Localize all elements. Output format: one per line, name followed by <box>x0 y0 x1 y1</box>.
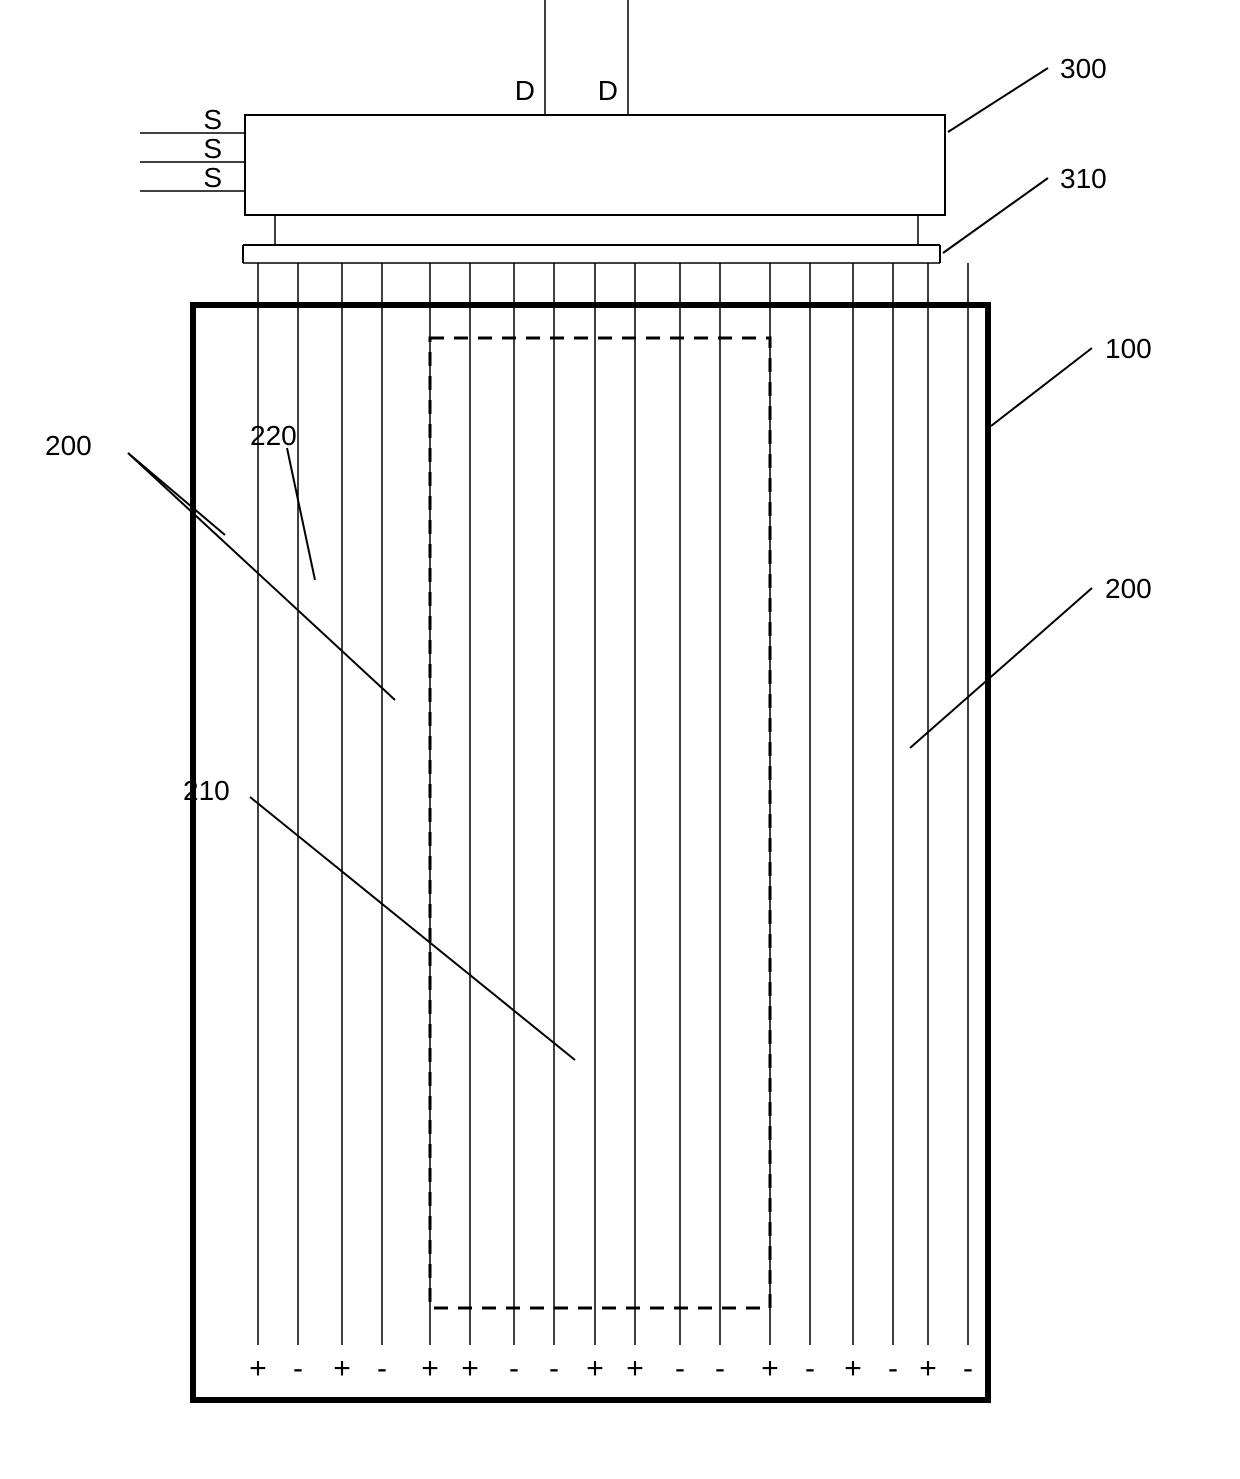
polarity-sign-9: + <box>626 1352 644 1385</box>
d-label-2: D <box>598 75 618 106</box>
ref-label-210-6: 210 <box>183 775 230 806</box>
canvas-bg <box>0 0 1240 1479</box>
polarity-sign-4: + <box>421 1352 439 1385</box>
polarity-sign-17: - <box>963 1352 973 1385</box>
ref-label-200-4: 200 <box>45 430 92 461</box>
polarity-sign-10: - <box>675 1352 685 1385</box>
ref-label-100-2: 100 <box>1105 333 1152 364</box>
d-label-1: D <box>515 75 535 106</box>
polarity-sign-3: - <box>377 1352 387 1385</box>
polarity-sign-7: - <box>549 1352 559 1385</box>
polarity-sign-6: - <box>509 1352 519 1385</box>
ref-label-200-3: 200 <box>1105 573 1152 604</box>
ref-label-310-1: 310 <box>1060 163 1107 194</box>
s-label-1: S <box>203 133 222 164</box>
polarity-sign-0: + <box>249 1352 267 1385</box>
polarity-sign-2: + <box>333 1352 351 1385</box>
polarity-sign-13: - <box>805 1352 815 1385</box>
polarity-sign-12: + <box>761 1352 779 1385</box>
polarity-sign-11: - <box>715 1352 725 1385</box>
ref-label-220-5: 220 <box>250 420 297 451</box>
s-label-0: S <box>203 104 222 135</box>
polarity-sign-15: - <box>888 1352 898 1385</box>
polarity-sign-16: + <box>919 1352 937 1385</box>
s-label-2: S <box>203 162 222 193</box>
polarity-sign-8: + <box>586 1352 604 1385</box>
polarity-sign-5: + <box>461 1352 479 1385</box>
ref-label-300-0: 300 <box>1060 53 1107 84</box>
polarity-sign-1: - <box>293 1352 303 1385</box>
polarity-sign-14: + <box>844 1352 862 1385</box>
